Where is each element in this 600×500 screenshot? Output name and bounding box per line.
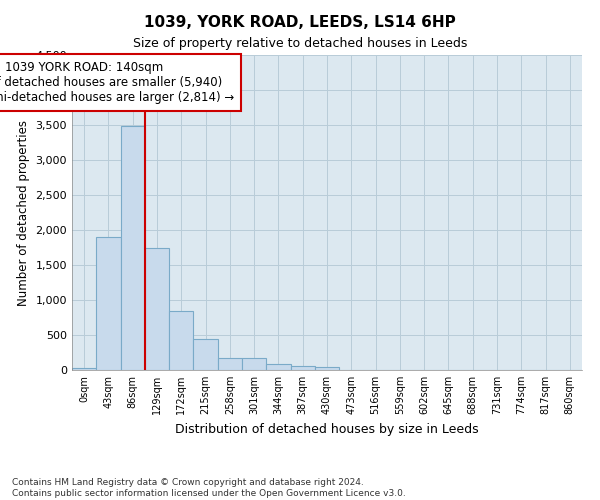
Bar [145, 248, 169, 370]
Bar [266, 364, 290, 370]
Text: Contains HM Land Registry data © Crown copyright and database right 2024.
Contai: Contains HM Land Registry data © Crown c… [12, 478, 406, 498]
X-axis label: Distribution of detached houses by size in Leeds: Distribution of detached houses by size … [175, 422, 479, 436]
Text: Size of property relative to detached houses in Leeds: Size of property relative to detached ho… [133, 38, 467, 51]
Bar [193, 338, 218, 370]
Text: 1039 YORK ROAD: 140sqm
← 68% of detached houses are smaller (5,940)
32% of semi-: 1039 YORK ROAD: 140sqm ← 68% of detached… [0, 60, 234, 104]
Bar [169, 311, 193, 370]
Bar [72, 368, 96, 370]
Bar [242, 358, 266, 370]
Bar [315, 367, 339, 370]
Bar [290, 366, 315, 370]
Bar [218, 358, 242, 370]
Bar [96, 237, 121, 370]
Bar [121, 126, 145, 370]
Text: 1039, YORK ROAD, LEEDS, LS14 6HP: 1039, YORK ROAD, LEEDS, LS14 6HP [144, 15, 456, 30]
Y-axis label: Number of detached properties: Number of detached properties [17, 120, 30, 306]
